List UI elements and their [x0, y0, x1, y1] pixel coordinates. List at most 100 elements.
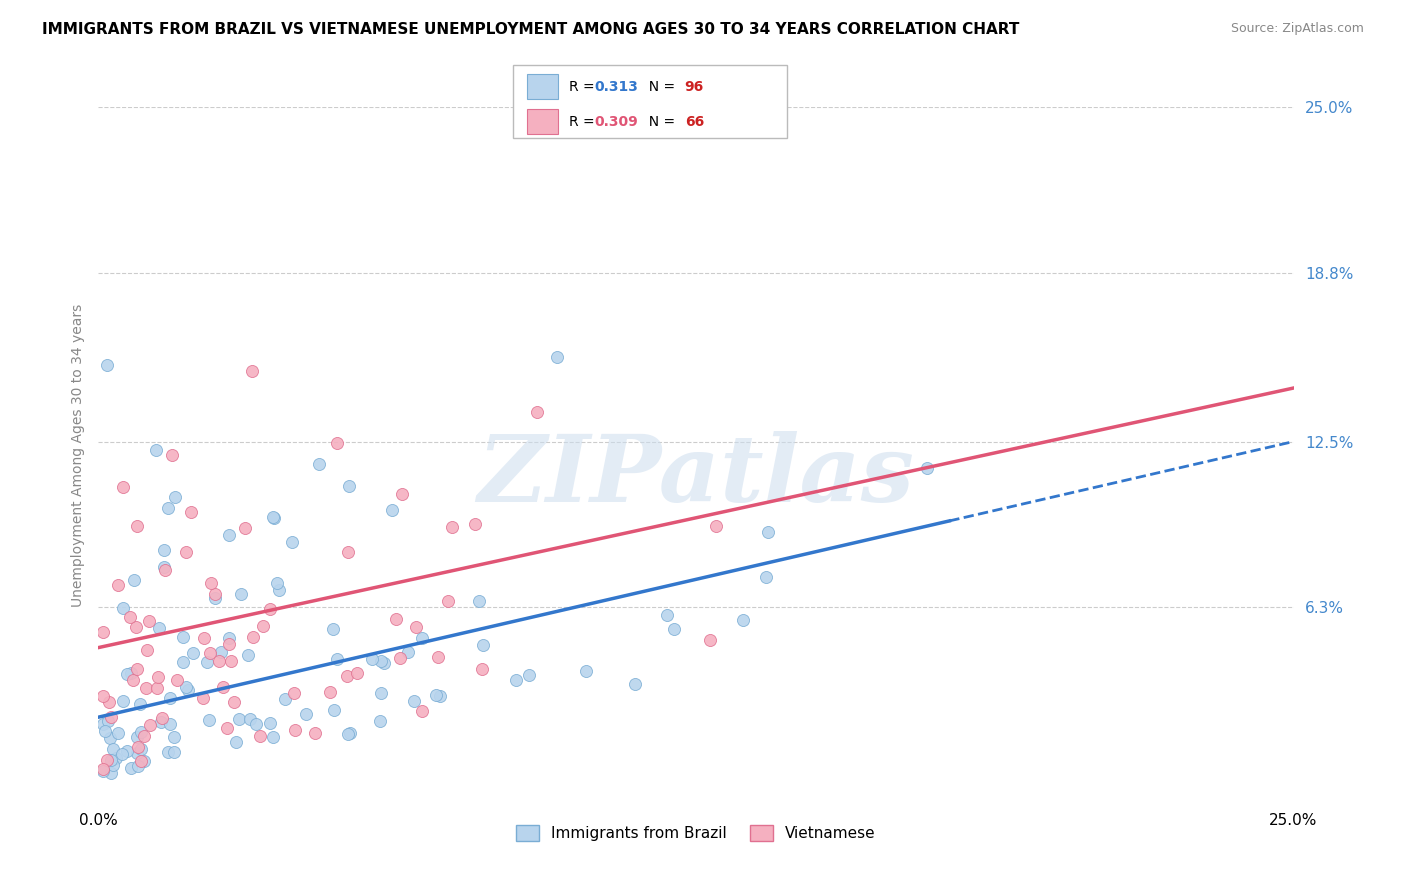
- Point: [915, 461, 938, 475]
- Point: [218, 528, 240, 542]
- Point: [225, 735, 247, 749]
- Point: [464, 517, 486, 532]
- Point: [411, 631, 433, 645]
- Point: [91, 762, 114, 776]
- Point: [91, 690, 114, 704]
- Point: [755, 570, 778, 584]
- Point: [111, 747, 134, 761]
- Text: R =: R =: [569, 80, 599, 94]
- Point: [233, 521, 256, 535]
- Point: [98, 731, 121, 745]
- Text: 0.309: 0.309: [595, 115, 638, 129]
- Point: [467, 594, 489, 608]
- Point: [240, 364, 263, 378]
- Point: [112, 694, 135, 708]
- Point: [208, 654, 231, 668]
- Point: [94, 724, 117, 739]
- Point: [166, 673, 188, 687]
- Point: [150, 714, 173, 729]
- Point: [373, 656, 395, 670]
- Point: [172, 630, 194, 644]
- Point: [283, 685, 305, 699]
- Point: [505, 673, 527, 687]
- Point: [96, 358, 118, 372]
- Point: [195, 655, 218, 669]
- Point: [404, 694, 426, 708]
- Point: [517, 668, 540, 682]
- Point: [153, 560, 176, 574]
- Point: [115, 744, 138, 758]
- Point: [159, 691, 181, 706]
- Point: [319, 685, 342, 699]
- Text: 96: 96: [685, 80, 704, 94]
- Point: [209, 645, 232, 659]
- Point: [198, 714, 221, 728]
- Point: [336, 669, 359, 683]
- Point: [218, 637, 240, 651]
- Point: [172, 655, 194, 669]
- Point: [204, 591, 226, 606]
- Point: [122, 573, 145, 587]
- Text: IMMIGRANTS FROM BRAZIL VS VIETNAMESE UNEMPLOYMENT AMONG AGES 30 TO 34 YEARS CORR: IMMIGRANTS FROM BRAZIL VS VIETNAMESE UNE…: [42, 22, 1019, 37]
- Point: [361, 652, 384, 666]
- Point: [111, 601, 134, 615]
- Point: [239, 712, 262, 726]
- Point: [105, 751, 128, 765]
- Point: [472, 638, 495, 652]
- Point: [91, 764, 114, 779]
- Point: [135, 643, 157, 657]
- Text: Source: ZipAtlas.com: Source: ZipAtlas.com: [1230, 22, 1364, 36]
- Point: [655, 608, 678, 623]
- Point: [526, 405, 548, 419]
- Point: [174, 680, 197, 694]
- Point: [107, 578, 129, 592]
- Point: [127, 662, 149, 676]
- Point: [425, 689, 447, 703]
- Point: [129, 698, 152, 712]
- Point: [337, 727, 360, 741]
- Point: [103, 757, 125, 772]
- Text: ZIPatlas: ZIPatlas: [478, 431, 914, 521]
- Point: [284, 723, 307, 737]
- Point: [200, 576, 222, 591]
- Point: [156, 501, 179, 516]
- Point: [229, 587, 252, 601]
- Point: [138, 615, 160, 629]
- Point: [162, 745, 184, 759]
- Point: [91, 625, 114, 640]
- Point: [150, 711, 173, 725]
- Text: N =: N =: [640, 80, 679, 94]
- Point: [146, 681, 169, 696]
- Point: [127, 746, 149, 760]
- Text: N =: N =: [640, 115, 679, 129]
- Point: [391, 486, 413, 500]
- Point: [91, 717, 114, 731]
- Point: [101, 742, 124, 756]
- Point: [134, 729, 156, 743]
- Point: [756, 524, 779, 539]
- Point: [111, 479, 134, 493]
- Point: [155, 563, 177, 577]
- Point: [242, 630, 264, 644]
- Point: [215, 722, 238, 736]
- Point: [174, 545, 197, 559]
- Point: [122, 673, 145, 687]
- Point: [389, 650, 412, 665]
- Point: [623, 677, 645, 691]
- Point: [385, 612, 408, 626]
- Point: [127, 759, 149, 773]
- Point: [228, 712, 250, 726]
- Point: [731, 613, 754, 627]
- Point: [100, 753, 122, 767]
- Point: [120, 761, 142, 775]
- Point: [218, 631, 240, 645]
- Point: [259, 602, 281, 616]
- Point: [308, 457, 330, 471]
- Point: [262, 730, 284, 744]
- Point: [337, 479, 360, 493]
- Point: [322, 622, 344, 636]
- Point: [662, 622, 685, 636]
- Point: [263, 510, 285, 524]
- Point: [266, 575, 288, 590]
- Point: [370, 686, 392, 700]
